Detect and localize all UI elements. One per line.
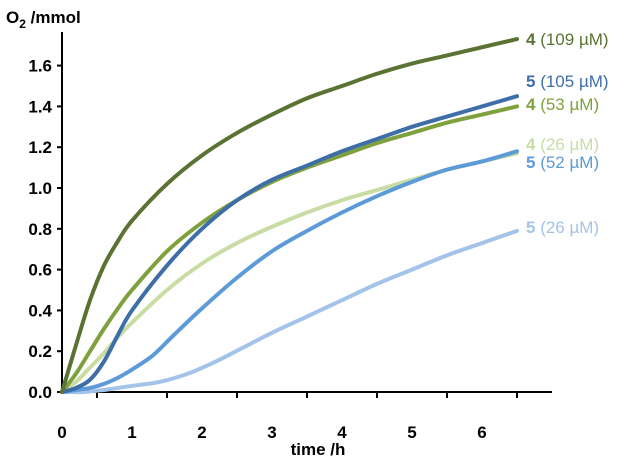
x-tick-label: 1 — [127, 423, 136, 442]
y-tick-label: 1.4 — [28, 97, 52, 116]
x-tick-label: 0 — [57, 423, 66, 442]
series-label-5-26: 5 (26 µM) — [526, 218, 599, 237]
series-label-concentration: (105 µM) — [535, 72, 608, 91]
series-line-4-26 — [60, 151, 519, 394]
series-label-number: 4 — [526, 95, 536, 114]
x-tick-label: 6 — [477, 423, 486, 442]
x-tick-label: 5 — [407, 423, 416, 442]
y-tick-label: 0.6 — [28, 261, 52, 280]
x-tick-label: 2 — [197, 423, 206, 442]
series-line-4-109 — [60, 37, 519, 394]
series-lines — [60, 37, 519, 395]
series-line-4-53 — [60, 104, 519, 394]
y-axis-title-unit: /mmol — [26, 8, 81, 27]
series-label-concentration: (109 µM) — [535, 30, 608, 49]
y-tick-label: 0.0 — [28, 383, 52, 402]
y-tick-label: 1.6 — [28, 57, 52, 76]
series-label-number: 5 — [526, 153, 535, 172]
series-labels: 4 (109 µM) 5 (105 µM) 4 (53 µM) 4 (26 µM… — [526, 30, 609, 237]
y-tick-label: 1.2 — [28, 138, 52, 157]
series-label-number: 4 — [526, 30, 536, 49]
series-label-concentration: (26 µM) — [535, 218, 599, 237]
x-axis-title: time /h — [291, 440, 346, 459]
x-tick-label: 3 — [267, 423, 276, 442]
series-label-5-105: 5 (105 µM) — [526, 72, 609, 91]
series-line-5-52 — [60, 149, 519, 394]
series-label-4-109: 4 (109 µM) — [526, 30, 609, 49]
series-label-4-53: 4 (53 µM) — [526, 95, 599, 114]
y-tick-label: 0.8 — [28, 220, 52, 239]
series-label-5-52: 5 (52 µM) — [526, 153, 599, 172]
series-line-5-26 — [60, 228, 519, 395]
series-label-4-26: 4 (26 µM) — [526, 135, 599, 154]
series-label-concentration: (53 µM) — [535, 95, 599, 114]
x-tick-label: 4 — [337, 423, 347, 442]
series-label-concentration: (26 µM) — [535, 135, 599, 154]
y-tick-label: 0.4 — [28, 301, 52, 320]
axes: 0.00.20.40.60.81.01.21.41.60 1 2 3 4 5 6 — [28, 32, 552, 442]
series-label-number: 5 — [526, 218, 535, 237]
y-tick-label: 1.0 — [28, 179, 52, 198]
series-label-number: 5 — [526, 72, 535, 91]
y-axis-title-subscript: 2 — [19, 17, 26, 31]
y-tick-label: 0.2 — [28, 342, 52, 361]
series-label-concentration: (52 µM) — [535, 153, 599, 172]
y-axis-title: O2 /mmol — [6, 8, 81, 31]
y-axis-title-main: O — [6, 8, 19, 27]
series-label-number: 4 — [526, 135, 536, 154]
series-line-5-105 — [60, 94, 519, 394]
